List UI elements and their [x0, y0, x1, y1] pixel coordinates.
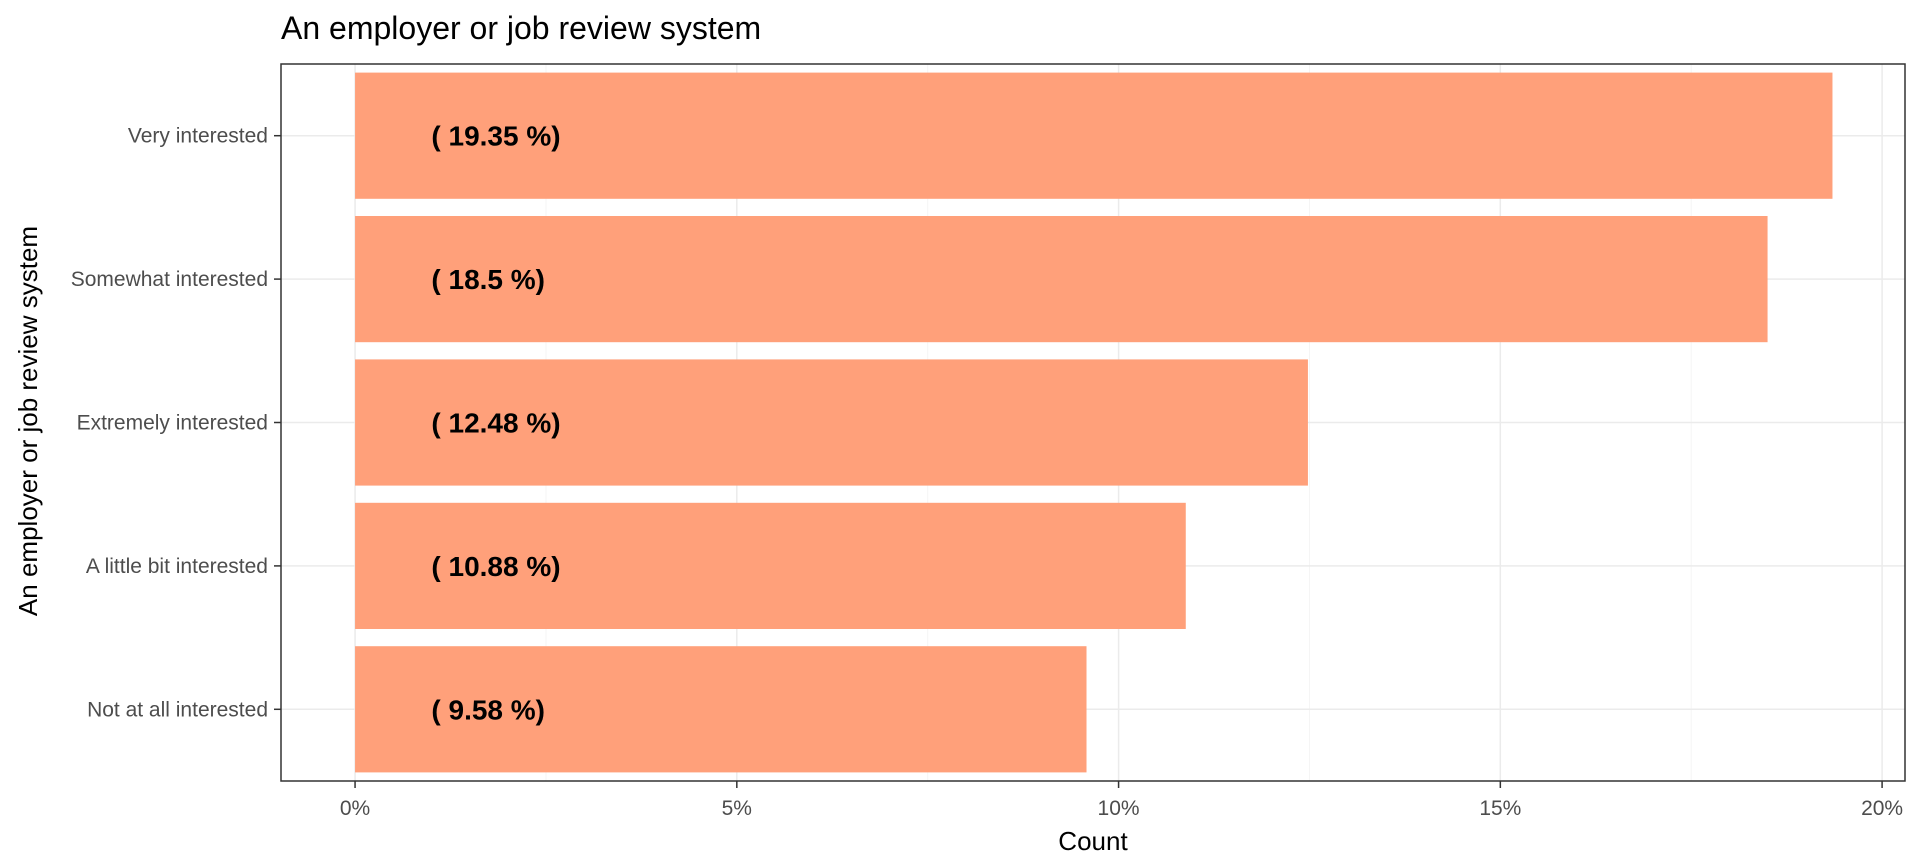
- y-tick-label: A little bit interested: [86, 555, 268, 578]
- x-axis-title: Count: [1058, 826, 1128, 856]
- bar: [355, 359, 1308, 486]
- bar: [355, 502, 1186, 629]
- x-tick-label: 0%: [340, 797, 370, 820]
- x-axis-ticks: 0% 5% 10% 15% 20%: [340, 781, 1903, 820]
- bar-data-label: ( 12.48 %): [431, 408, 560, 439]
- x-tick-label: 5%: [722, 797, 752, 820]
- bar-data-label: ( 9.58 %): [431, 694, 545, 725]
- x-tick-label: 15%: [1479, 797, 1521, 820]
- y-tick-label: Somewhat interested: [71, 268, 268, 291]
- y-axis-title: An employer or job review system: [13, 226, 43, 616]
- bar: [355, 72, 1833, 199]
- bar: [355, 646, 1087, 773]
- bar-data-labels: ( 19.35 %) ( 18.5 %) ( 12.48 %) ( 10.88 %) (…: [431, 121, 560, 726]
- x-tick-label: 10%: [1098, 797, 1140, 820]
- y-tick-label: Very interested: [128, 125, 268, 148]
- y-axis-ticks: Very interested Somewhat interested Extrem…: [71, 125, 281, 721]
- bars: [355, 72, 1833, 773]
- bar-data-label: ( 19.35 %): [431, 121, 560, 152]
- x-tick-label: 20%: [1861, 797, 1903, 820]
- y-tick-label: Extremely interested: [77, 412, 268, 435]
- bar: [355, 216, 1768, 343]
- bar-data-label: ( 10.88 %): [431, 551, 560, 582]
- bar-data-label: ( 18.5 %): [431, 264, 545, 295]
- y-tick-label: Not at all interested: [87, 698, 268, 721]
- chart-title: An employer or job review system: [281, 10, 761, 46]
